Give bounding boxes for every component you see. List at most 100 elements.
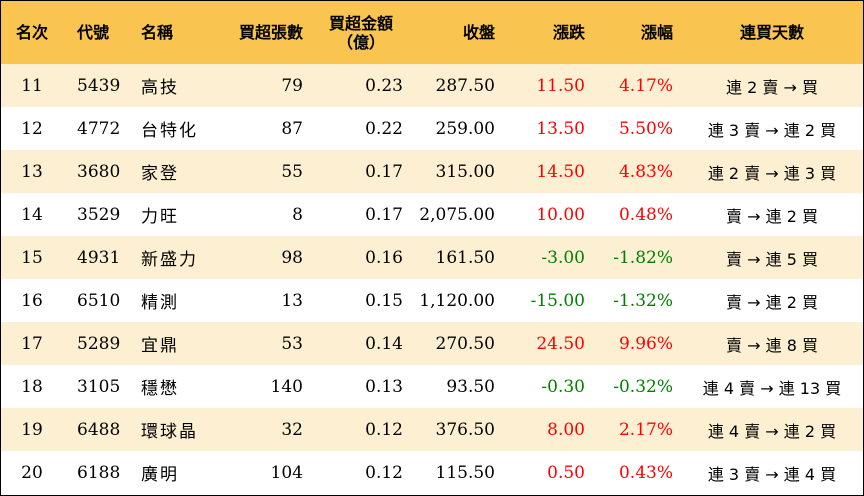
consecutive-days-cell: 連 3 賣 → 連 2 買 <box>707 120 837 140</box>
table-row: 18 3105 穩懋 140 0.13 93.50 -0.30 -0.32% 連 4 賣 → 連… <box>1 365 863 408</box>
rank-cell: 18 <box>21 376 43 397</box>
change-cell: 13.50 <box>536 118 585 139</box>
header-row: 名次 代號 名稱 買超張數 買超金額 （億） 收盤 漲跌 漲幅 連買天數 <box>1 1 863 64</box>
net-buy-lots-cell: 53 <box>281 333 303 354</box>
consecutive-days-cell: 連 2 賣 → 連 3 買 <box>707 163 837 183</box>
table-row: 11 5439 高技 79 0.23 287.50 11.50 4.17% 連 2 賣 → 買 <box>1 64 863 107</box>
table-row: 13 3680 家登 55 0.17 315.00 14.50 4.83% 連 2 賣 → 連 … <box>1 150 863 193</box>
header-consecutive-days: 連買天數 <box>739 23 804 42</box>
net-buy-amount-cell: 0.15 <box>365 290 403 311</box>
change-pct-cell: 9.96% <box>618 333 673 354</box>
name-cell: 力旺 <box>141 207 179 227</box>
change-pct-cell: 0.48% <box>618 204 673 225</box>
net-buy-amount-cell: 0.22 <box>365 118 403 139</box>
net-buy-amount-cell: 0.13 <box>365 376 403 397</box>
name-cell: 新盛力 <box>141 250 198 270</box>
header-name: 名稱 <box>141 23 174 42</box>
change-cell: -15.00 <box>530 290 585 311</box>
rank-cell: 20 <box>21 462 43 483</box>
change-pct-cell: 0.43% <box>618 462 673 483</box>
close-cell: 115.50 <box>435 462 495 483</box>
net-buy-lots-cell: 98 <box>281 247 303 268</box>
consecutive-days-cell: 賣 → 連 8 買 <box>726 335 818 355</box>
header-change: 漲跌 <box>552 23 585 42</box>
header-net-buy-lots: 買超張數 <box>238 23 303 42</box>
change-pct-cell: 4.83% <box>618 161 673 182</box>
code-cell: 6488 <box>77 419 121 440</box>
close-cell: 270.50 <box>435 333 495 354</box>
change-cell: 24.50 <box>536 333 585 354</box>
net-buy-lots-cell: 79 <box>281 75 303 96</box>
net-buy-amount-cell: 0.12 <box>365 419 403 440</box>
rank-cell: 17 <box>21 333 43 354</box>
close-cell: 376.50 <box>435 419 495 440</box>
name-cell: 環球晶 <box>141 422 198 442</box>
net-buy-lots-cell: 32 <box>281 419 303 440</box>
code-cell: 4772 <box>77 118 121 139</box>
net-buy-lots-cell: 55 <box>281 161 303 182</box>
code-cell: 5439 <box>77 75 121 96</box>
consecutive-days-cell: 賣 → 連 5 買 <box>726 249 818 269</box>
close-cell: 287.50 <box>435 75 495 96</box>
consecutive-days-cell: 連 2 賣 → 買 <box>726 77 818 97</box>
change-pct-cell: -0.32% <box>613 376 673 397</box>
name-cell: 台特化 <box>141 121 198 141</box>
name-cell: 宜鼎 <box>141 336 179 356</box>
table-row: 17 5289 宜鼎 53 0.14 270.50 24.50 9.96% 賣 → 連 8 買 <box>1 322 863 365</box>
net-buy-lots-cell: 140 <box>270 376 303 397</box>
name-cell: 高技 <box>141 78 179 98</box>
rank-cell: 12 <box>21 118 43 139</box>
change-pct-cell: -1.32% <box>613 290 673 311</box>
header-net-buy-amount-line1: 買超金額 <box>328 13 393 33</box>
change-pct-cell: -1.82% <box>613 247 673 268</box>
consecutive-days-cell: 連 4 賣 → 連 2 買 <box>707 421 837 441</box>
change-pct-cell: 2.17% <box>618 419 673 440</box>
close-cell: 161.50 <box>435 247 495 268</box>
rank-cell: 19 <box>21 419 43 440</box>
name-cell: 廣明 <box>141 465 179 485</box>
table-row: 14 3529 力旺 8 0.17 2,075.00 10.00 0.48% 賣 → 連 2 買 <box>1 193 863 236</box>
code-cell: 3105 <box>77 376 121 397</box>
net-buy-amount-cell: 0.16 <box>365 247 403 268</box>
net-buy-lots-cell: 8 <box>292 204 303 225</box>
header-close: 收盤 <box>462 23 495 42</box>
table-row: 19 6488 環球晶 32 0.12 376.50 8.00 2.17% 連 4 賣 → 連 … <box>1 408 863 451</box>
change-cell: 11.50 <box>536 75 585 96</box>
close-cell: 315.00 <box>435 161 495 182</box>
code-cell: 3529 <box>77 204 121 225</box>
change-pct-cell: 5.50% <box>618 118 673 139</box>
close-cell: 1,120.00 <box>419 290 495 311</box>
code-cell: 4931 <box>77 247 121 268</box>
net-buy-amount-cell: 0.17 <box>365 204 403 225</box>
header-change-pct: 漲幅 <box>640 23 673 42</box>
consecutive-days-cell: 連 4 賣 → 連 13 買 <box>702 378 842 398</box>
rank-cell: 15 <box>21 247 43 268</box>
net-buy-amount-cell: 0.23 <box>365 75 403 96</box>
rank-cell: 14 <box>21 204 43 225</box>
net-buy-amount-cell: 0.14 <box>365 333 403 354</box>
net-buy-amount-cell: 0.12 <box>365 462 403 483</box>
code-cell: 5289 <box>77 333 121 354</box>
net-buy-lots-cell: 104 <box>270 462 303 483</box>
close-cell: 259.00 <box>435 118 495 139</box>
table-row: 15 4931 新盛力 98 0.16 161.50 -3.00 -1.82% 賣 → 連 5 … <box>1 236 863 279</box>
change-cell: 8.00 <box>547 419 585 440</box>
name-cell: 精測 <box>141 293 179 313</box>
header-code: 代號 <box>77 23 110 42</box>
table-row: 16 6510 精測 13 0.15 1,120.00 -15.00 -1.32% 賣 → 連 … <box>1 279 863 322</box>
change-cell: 10.00 <box>536 204 585 225</box>
consecutive-days-cell: 賣 → 連 2 買 <box>726 292 818 312</box>
table-row: 20 6188 廣明 104 0.12 115.50 0.50 0.43% 連 3 賣 → 連 … <box>1 451 863 494</box>
consecutive-days-cell: 賣 → 連 2 買 <box>726 206 818 226</box>
change-cell: -3.00 <box>541 247 585 268</box>
change-cell: 14.50 <box>536 161 585 182</box>
header-rank: 名次 <box>15 23 48 42</box>
net-buy-lots-cell: 87 <box>281 118 303 139</box>
change-pct-cell: 4.17% <box>618 75 673 96</box>
consecutive-days-cell: 連 3 賣 → 連 4 買 <box>707 464 837 484</box>
table-row: 12 4772 台特化 87 0.22 259.00 13.50 5.50% 連 3 賣 → 連… <box>1 107 863 150</box>
net-buy-amount-cell: 0.17 <box>365 161 403 182</box>
